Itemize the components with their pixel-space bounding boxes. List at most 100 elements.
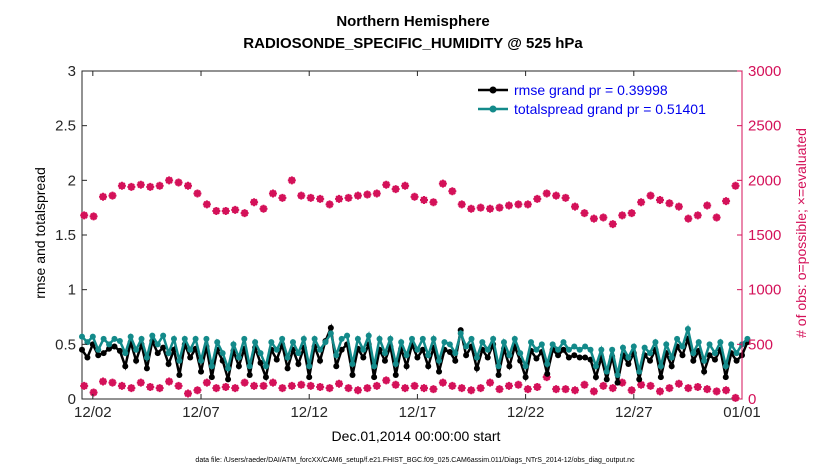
- obs-3-evaluated-12: [193, 386, 202, 395]
- obs-2-evaluated-66: [703, 201, 712, 210]
- series-1-point-104: [641, 344, 648, 351]
- series-1-point-34: [262, 363, 269, 370]
- obs-2-evaluated-20: [268, 189, 277, 198]
- series-1-point-78: [500, 339, 507, 346]
- series-1-point-52: [360, 346, 367, 353]
- obs-3-evaluated-20: [268, 378, 277, 387]
- series-0-point-3: [95, 352, 102, 359]
- obs-3-evaluated-44: [495, 385, 504, 394]
- series-1-point-10: [133, 346, 140, 353]
- obs-3-evaluated-18: [250, 381, 259, 390]
- obs-3-evaluated-22: [287, 381, 296, 390]
- obs-2-evaluated-25: [316, 194, 325, 203]
- obs-3-evaluated-69: [731, 393, 740, 402]
- obs-3-evaluated-4: [117, 381, 126, 390]
- series-0-point-69: [452, 357, 459, 364]
- footnote: data file: /Users/raeder/DAI/ATM_forcXX/…: [195, 457, 635, 464]
- series-0-point-117: [711, 356, 718, 363]
- obs-3-evaluated-23: [297, 380, 306, 389]
- legend: rmse grand pr = 0.39998 totalspread grand…: [470, 78, 740, 120]
- y-right-tick-label-3: 1500: [748, 227, 781, 244]
- obs-3-evaluated-32: [382, 376, 391, 385]
- series-1-point-123: [744, 335, 751, 342]
- series-1-point-8: [122, 350, 129, 357]
- obs-2-evaluated-56: [608, 220, 617, 229]
- x-tick-label-3: 12/17: [399, 404, 437, 421]
- obs-2-evaluated-35: [410, 192, 419, 201]
- series-0-point-75: [484, 354, 491, 361]
- obs-2-evaluated-24: [306, 193, 315, 202]
- series-0-point-113: [690, 357, 697, 364]
- series-1-point-9: [127, 333, 134, 340]
- series-1-point-110: [674, 335, 681, 342]
- series-0-point-16: [165, 361, 172, 368]
- series-0-point-58: [392, 371, 399, 378]
- obs-2-evaluated-12: [193, 189, 202, 198]
- plot-area: [79, 70, 751, 402]
- chart-title: Northern Hemisphere: [336, 13, 489, 30]
- obs-2-evaluated-21: [278, 193, 287, 202]
- series-1-point-95: [592, 363, 599, 370]
- series-1-point-59: [398, 339, 405, 346]
- series-1-point-20: [187, 346, 194, 353]
- series-0-point-46: [327, 324, 334, 331]
- legend-marker-0: [489, 86, 497, 94]
- x-tick-label-0: 12/02: [74, 404, 112, 421]
- obs-2-evaluated-45: [504, 201, 513, 210]
- series-1-point-76: [490, 335, 497, 342]
- series-1-point-18: [176, 357, 183, 364]
- obs-2-evaluated-39: [448, 187, 457, 196]
- series-1-point-81: [517, 350, 524, 357]
- series-1-point-119: [722, 363, 729, 370]
- series-0-point-40: [295, 361, 302, 368]
- series-0-point-99: [614, 379, 621, 386]
- series-0-point-116: [706, 352, 713, 359]
- obs-3-evaluated-39: [448, 381, 457, 390]
- series-1-point-63: [419, 335, 426, 342]
- obs-2-evaluated-9: [165, 176, 174, 185]
- obs-3-evaluated-54: [589, 387, 598, 396]
- obs-3-evaluated-55: [599, 381, 608, 390]
- obs-3-evaluated-43: [486, 378, 495, 387]
- obs-2-evaluated-49: [542, 189, 551, 198]
- series-1-point-47: [333, 352, 340, 359]
- obs-3-evaluated-6: [136, 378, 145, 387]
- series-1-point-65: [430, 335, 437, 342]
- series-1-point-4: [100, 335, 107, 342]
- series-1-point-67: [441, 339, 448, 346]
- obs-3-evaluated-65: [693, 382, 702, 391]
- series-0-point-79: [506, 363, 513, 370]
- obs-2-evaluated-46: [514, 200, 523, 209]
- legend-label-1: totalspread grand pr = 0.51401: [514, 101, 706, 117]
- obs-2-evaluated-18: [250, 198, 259, 207]
- obs-3-evaluated-29: [353, 386, 362, 395]
- series-1-point-107: [657, 363, 664, 370]
- obs-3-evaluated-25: [316, 382, 325, 391]
- series-0-point-8: [122, 363, 129, 370]
- obs-3-evaluated-51: [561, 385, 570, 394]
- series-0-point-33: [257, 359, 264, 366]
- series-1-point-24: [208, 363, 215, 370]
- series-1-point-7: [116, 338, 123, 345]
- series-0-point-73: [473, 365, 480, 372]
- obs-3-evaluated-64: [684, 384, 693, 393]
- series-0-point-121: [733, 357, 740, 364]
- series-0-point-18: [176, 371, 183, 378]
- obs-3-evaluated-33: [391, 380, 400, 389]
- series-1-point-42: [306, 363, 313, 370]
- obs-3-evaluated-53: [580, 380, 589, 389]
- series-0-point-1: [84, 354, 91, 361]
- series-0-point-82: [522, 374, 529, 381]
- series-1-point-108: [663, 341, 670, 348]
- obs-2-evaluated-67: [712, 213, 721, 222]
- obs-3-evaluated-61: [655, 387, 664, 396]
- series-0-point-22: [198, 368, 205, 375]
- series-1-point-112: [684, 326, 691, 333]
- x-tick-label-2: 12/12: [290, 404, 328, 421]
- obs-2-evaluated-19: [259, 204, 268, 213]
- series-0-point-111: [679, 352, 686, 359]
- obs-3-evaluated-40: [457, 384, 466, 393]
- series-1-point-58: [392, 361, 399, 368]
- series-1-point-98: [609, 346, 616, 353]
- obs-2-evaluated-52: [571, 202, 580, 211]
